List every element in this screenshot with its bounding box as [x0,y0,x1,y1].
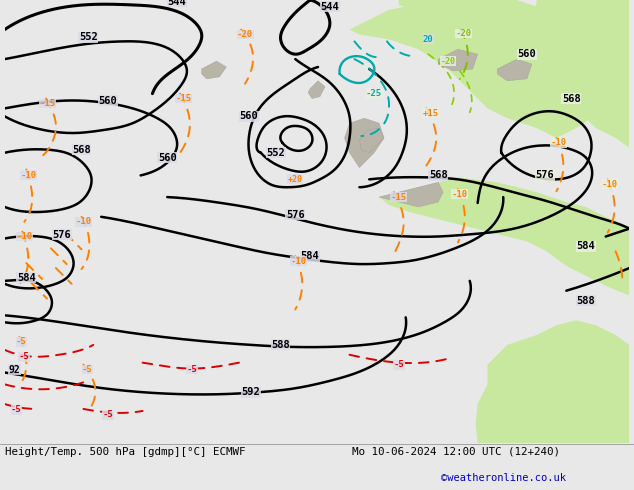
Text: -25: -25 [366,89,382,98]
Text: 92: 92 [9,365,20,374]
Polygon shape [497,59,532,81]
Text: 560: 560 [517,49,536,59]
Text: -15: -15 [391,193,407,201]
Text: 544: 544 [320,2,339,12]
Polygon shape [527,0,630,148]
Text: 576: 576 [286,210,305,220]
Text: Mo 10-06-2024 12:00 UTC (12+240): Mo 10-06-2024 12:00 UTC (12+240) [352,447,560,457]
Text: +15: +15 [422,109,438,118]
Text: 584: 584 [301,251,320,261]
Text: +20: +20 [288,175,303,184]
Polygon shape [202,61,226,79]
Polygon shape [379,177,630,295]
Text: -20: -20 [441,57,456,66]
Text: 560: 560 [99,96,117,105]
Polygon shape [345,118,384,168]
Polygon shape [379,182,443,207]
Text: -10: -10 [290,257,306,266]
Text: 568: 568 [429,171,448,180]
Text: -5: -5 [103,410,113,419]
Text: -10: -10 [16,232,32,241]
Text: 552: 552 [79,32,98,43]
Text: Height/Temp. 500 hPa [gdmp][°C] ECMWF: Height/Temp. 500 hPa [gdmp][°C] ECMWF [5,447,245,457]
Text: -15: -15 [176,94,192,103]
Text: 592: 592 [242,387,261,397]
Text: -20: -20 [237,30,253,39]
Text: 560: 560 [240,111,259,122]
Text: -5: -5 [186,365,197,374]
Text: 568: 568 [562,94,581,103]
Polygon shape [399,0,477,20]
Polygon shape [547,365,630,443]
Text: -5: -5 [82,365,93,374]
Text: 576: 576 [53,229,71,240]
Text: -5: -5 [394,360,404,369]
Text: 588: 588 [577,295,595,306]
Text: 552: 552 [266,148,285,158]
Text: -5: -5 [19,352,30,361]
Text: 568: 568 [72,145,91,155]
Text: -20: -20 [456,29,472,38]
Text: -5: -5 [16,338,27,346]
Polygon shape [488,335,576,414]
Polygon shape [438,49,477,71]
Polygon shape [308,81,325,98]
Text: 576: 576 [535,171,554,180]
Polygon shape [349,0,630,138]
Text: 584: 584 [577,242,595,251]
Text: 20: 20 [423,35,434,44]
Text: -15: -15 [40,99,56,108]
Text: -5: -5 [11,405,22,415]
Text: 588: 588 [271,340,290,350]
Text: 560: 560 [158,153,177,163]
Polygon shape [359,128,384,153]
Text: -10: -10 [20,171,36,180]
Text: 584: 584 [17,273,36,283]
Text: -10: -10 [602,180,618,189]
Text: -10: -10 [550,138,567,147]
Text: ©weatheronline.co.uk: ©weatheronline.co.uk [441,473,566,483]
Text: -10: -10 [452,190,468,198]
Text: 544: 544 [167,0,186,7]
Polygon shape [576,0,630,29]
Text: -10: -10 [75,217,91,226]
Polygon shape [476,320,630,443]
